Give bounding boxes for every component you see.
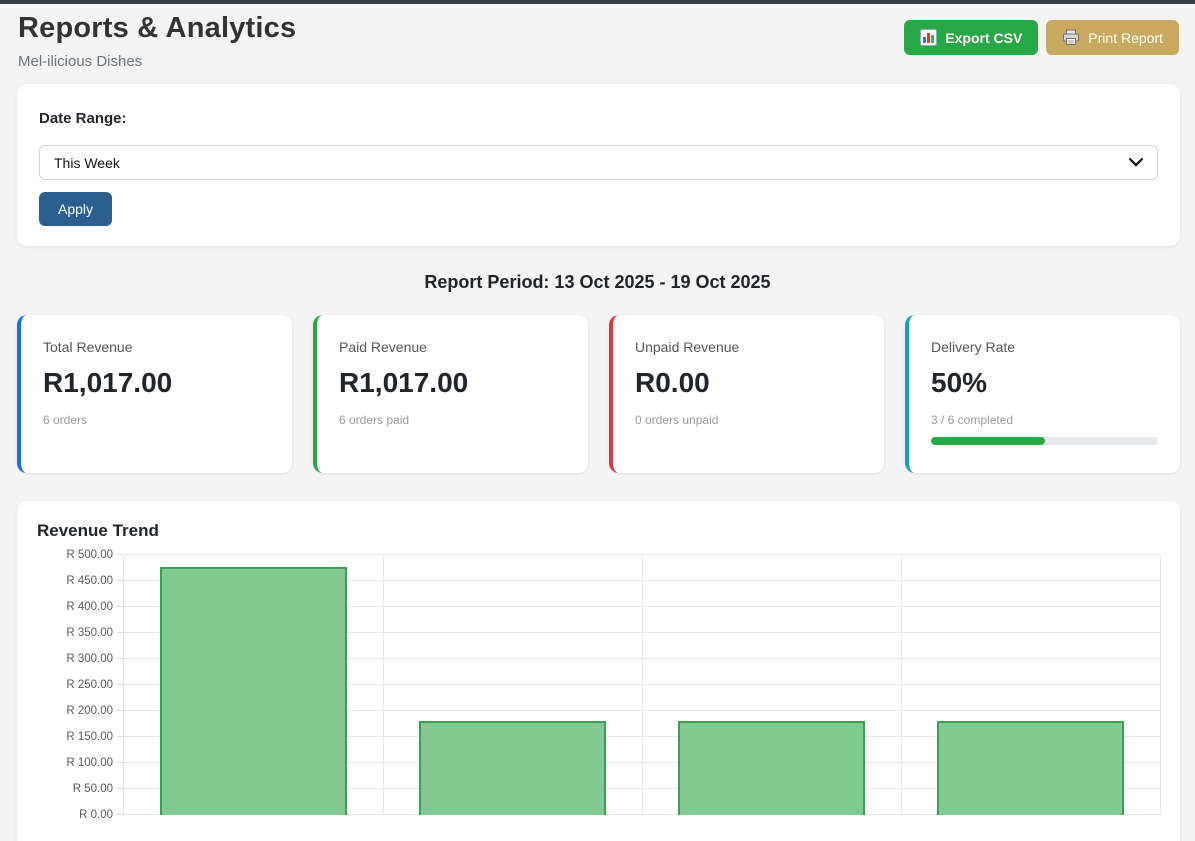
delivery-progress-track — [931, 437, 1158, 445]
chart-gridline-vertical — [642, 555, 643, 815]
y-axis-tick-label: R 200.00 — [66, 705, 113, 717]
y-axis-tick-mark — [117, 788, 123, 789]
y-axis-tick-mark — [117, 606, 123, 607]
revenue-bar — [160, 567, 347, 815]
y-axis-tick-mark — [117, 710, 123, 711]
revenue-trend-chart: R 0.00 R 50.00 R 100.00 R 150.00 R 200.00 R 2… — [37, 549, 1161, 821]
y-axis-tick-mark — [117, 762, 123, 763]
y-axis-tick-label: R 150.00 — [66, 731, 113, 743]
chart-y-axis: R 0.00 R 50.00 R 100.00 R 150.00 R 200.00 R 2… — [37, 549, 123, 821]
y-axis-tick-label: R 50.00 — [72, 783, 113, 795]
stat-card-total-revenue: Total Revenue R1,017.00 6 orders — [17, 315, 292, 473]
stat-value: R1,017.00 — [43, 367, 173, 398]
date-range-label: Date Range: — [39, 110, 127, 127]
y-axis-tick-mark — [117, 658, 123, 659]
chart-gridline-vertical — [901, 555, 902, 815]
stat-label: Paid Revenue — [339, 339, 427, 355]
chart-gridline-vertical — [1160, 555, 1161, 815]
stat-subtext: 6 orders paid — [339, 413, 410, 427]
revenue-trend-card: Revenue Trend R 0.00 R 50.00 R 100.00 R 150… — [17, 501, 1180, 841]
y-axis-tick-label: R 250.00 — [66, 679, 113, 691]
stat-card-unpaid-revenue: Unpaid Revenue R0.00 0 orders unpaid — [609, 315, 884, 473]
stat-card-paid-revenue: Paid Revenue R1,017.00 6 orders paid — [313, 315, 588, 473]
page-title: Reports & Analytics — [18, 12, 297, 44]
date-range-select[interactable]: This Week — [39, 145, 1158, 180]
stats-row: Total Revenue R1,017.00 6 orders Paid Re… — [17, 315, 1180, 473]
page-header: Reports & Analytics Mel-ilicious Dishes … — [0, 4, 1195, 70]
bar-chart-icon — [920, 29, 938, 46]
chart-gridline-horizontal — [124, 554, 1160, 555]
header-actions: Export CSV Print Report — [904, 20, 1179, 55]
stat-value: R1,017.00 — [339, 367, 469, 398]
export-csv-label: Export CSV — [945, 29, 1023, 46]
print-report-button[interactable]: Print Report — [1046, 20, 1179, 55]
revenue-bar — [678, 721, 865, 815]
y-axis-tick-label: R 350.00 — [66, 627, 113, 639]
stat-subtext: 0 orders unpaid — [635, 413, 719, 427]
y-axis-tick-mark — [117, 736, 123, 737]
revenue-bar — [937, 721, 1124, 815]
stat-label: Unpaid Revenue — [635, 339, 740, 355]
stat-subtext: 6 orders — [43, 413, 88, 427]
header-titles: Reports & Analytics Mel-ilicious Dishes — [18, 12, 296, 70]
y-axis-tick-mark — [117, 814, 123, 815]
y-axis-tick-label: R 400.00 — [66, 601, 113, 613]
revenue-trend-title: Revenue Trend — [37, 521, 159, 540]
report-period-heading: Report Period: 13 Oct 2025 - 19 Oct 2025 — [424, 272, 771, 292]
stat-card-delivery-rate: Delivery Rate 50% 3 / 6 completed — [905, 315, 1180, 473]
y-axis-tick-label: R 500.00 — [66, 549, 113, 561]
y-axis-tick-label: R 0.00 — [79, 809, 113, 821]
stat-label: Total Revenue — [43, 339, 133, 355]
apply-button[interactable]: Apply — [39, 192, 113, 226]
stat-subtext: 3 / 6 completed — [931, 413, 1014, 427]
stat-value: R0.00 — [635, 367, 710, 398]
stat-value: 50% — [931, 367, 988, 398]
page-subtitle: Mel-ilicious Dishes — [18, 53, 143, 70]
top-strip — [0, 0, 1195, 4]
y-axis-tick-label: R 450.00 — [66, 575, 113, 587]
y-axis-tick-mark — [117, 684, 123, 685]
stat-label: Delivery Rate — [931, 339, 1016, 355]
y-axis-tick-mark — [117, 632, 123, 633]
chart-gridline-vertical — [383, 555, 384, 815]
date-range-card: Date Range: This Week Apply — [17, 84, 1180, 246]
chart-plot-area — [123, 554, 1161, 815]
printer-icon — [1062, 29, 1080, 46]
y-axis-tick-mark — [117, 554, 123, 555]
y-axis-tick-mark — [117, 580, 123, 581]
export-csv-button[interactable]: Export CSV — [904, 20, 1039, 55]
y-axis-tick-label: R 300.00 — [66, 653, 113, 665]
y-axis-tick-label: R 100.00 — [66, 757, 113, 769]
print-report-label: Print Report — [1088, 29, 1163, 46]
revenue-bar — [419, 721, 606, 815]
delivery-progress-fill — [931, 437, 1045, 445]
